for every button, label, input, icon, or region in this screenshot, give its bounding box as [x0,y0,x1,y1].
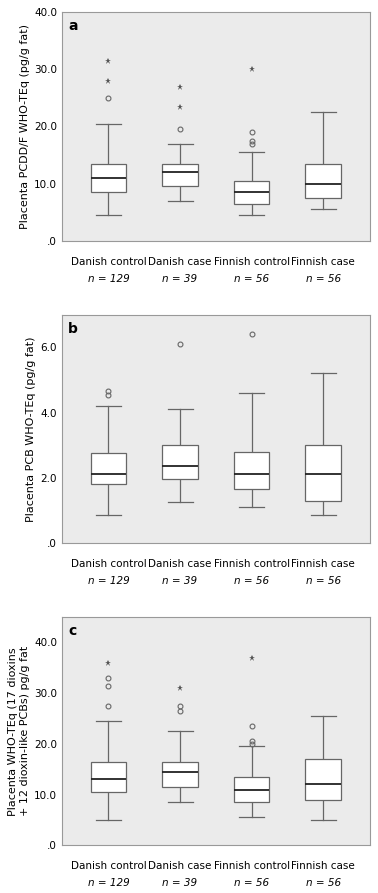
Bar [305,445,341,501]
Text: n = 56: n = 56 [234,576,269,586]
Text: a: a [68,19,77,33]
Text: n = 56: n = 56 [305,274,341,284]
Text: Danish control: Danish control [71,256,146,267]
Text: n = 129: n = 129 [88,274,129,284]
Text: Finnish case: Finnish case [291,559,355,569]
Text: Finnish control: Finnish control [214,256,290,267]
Y-axis label: Placenta PCB WHO-TEq (pg/g fat): Placenta PCB WHO-TEq (pg/g fat) [26,336,36,522]
Bar [234,777,270,802]
Bar [234,452,270,489]
Bar [162,163,198,187]
Text: Finnish control: Finnish control [214,559,290,569]
Text: n = 56: n = 56 [234,879,269,889]
Text: Danish case: Danish case [148,862,212,872]
Bar [305,759,341,799]
Text: n = 39: n = 39 [163,576,198,586]
Text: n = 39: n = 39 [163,274,198,284]
Text: n = 56: n = 56 [305,879,341,889]
Text: n = 56: n = 56 [305,576,341,586]
Bar [305,163,341,198]
Text: n = 39: n = 39 [163,879,198,889]
Text: n = 129: n = 129 [88,576,129,586]
Text: Danish case: Danish case [148,559,212,569]
Text: Finnish control: Finnish control [214,862,290,872]
Text: n = 56: n = 56 [234,274,269,284]
Y-axis label: Placenta PCDD/F WHO-TEq (pg/g fat): Placenta PCDD/F WHO-TEq (pg/g fat) [20,24,30,229]
Bar [162,762,198,787]
Bar [91,454,126,484]
Bar [234,180,270,204]
Text: n = 129: n = 129 [88,879,129,889]
Text: Danish control: Danish control [71,862,146,872]
Text: Danish control: Danish control [71,559,146,569]
Text: c: c [68,624,76,638]
Bar [162,445,198,480]
Text: Danish case: Danish case [148,256,212,267]
Text: b: b [68,321,78,336]
Bar [91,762,126,792]
Text: Finnish case: Finnish case [291,862,355,872]
Y-axis label: Placenta WHO-TEq (17 dioxins
+ 12 dioxin-like PCBs) pg/g fat: Placenta WHO-TEq (17 dioxins + 12 dioxin… [8,646,30,816]
Text: Finnish case: Finnish case [291,256,355,267]
Bar [91,163,126,192]
